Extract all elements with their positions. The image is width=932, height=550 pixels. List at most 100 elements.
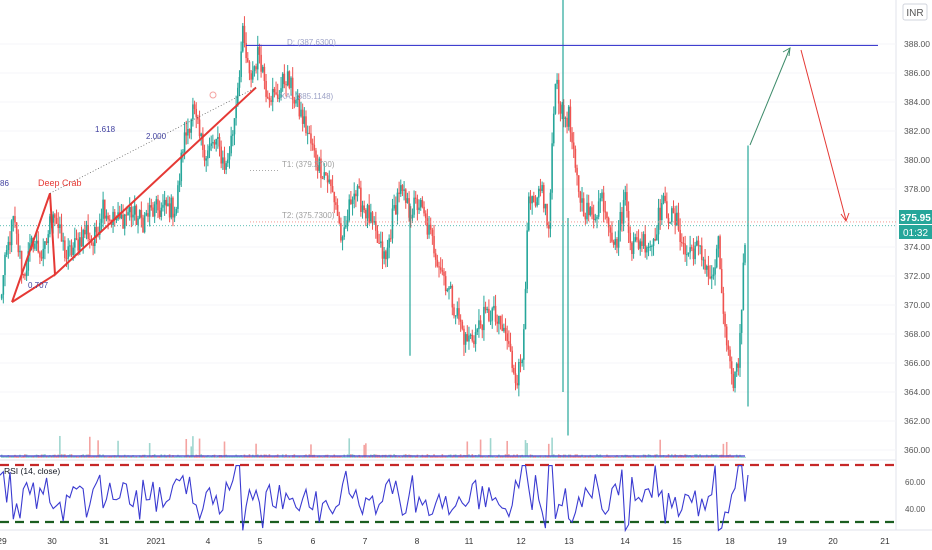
candle-body [147,213,149,217]
candle-body [60,224,63,242]
target-up-arrowhead [782,47,791,57]
price-tick-362: 362.00 [904,416,930,426]
volume-bar [185,439,188,458]
volume-bar [341,456,344,458]
candle-body [20,250,23,274]
candles [0,0,749,436]
ratio-label-1: 1.618 [95,125,116,134]
volume-bar [315,456,317,458]
volume-bar [188,456,191,458]
rsi-pane [0,463,896,533]
candle-body [594,218,597,220]
volume-bar [65,456,68,458]
candle-body [371,212,374,223]
candle-body [514,373,517,384]
candle-body [245,42,247,59]
volume-bar [637,456,640,458]
volume-bar [493,456,495,458]
volume-bar [436,456,439,458]
candle-body [190,119,193,133]
current-price-label: 375.95 [900,213,931,224]
candle-body [666,201,668,218]
volume-bar [356,455,359,458]
candle-body [291,77,294,100]
candle-body [102,199,104,219]
candle-body [95,227,98,233]
volume-bar [320,455,322,458]
candle-body [253,66,256,72]
volume-bar [657,456,660,458]
candle-body [143,215,146,233]
pattern-sun-marker [209,91,217,99]
candle-body [710,276,713,279]
candle-body [714,267,716,275]
candle-body [423,206,425,214]
candle-body [24,274,26,277]
volume-bar [700,456,703,458]
time-tick-20: 20 [828,536,838,546]
volume-bar [724,456,726,458]
candle-body [271,88,274,103]
time-tick-31: 31 [99,536,109,546]
candle-body [265,80,267,97]
candle-body [165,199,168,207]
candle-body [376,230,379,243]
volume-bar [561,455,563,458]
volume-bar [566,456,568,458]
volume-bar [636,456,638,458]
candle-body [80,237,83,247]
volume-bar [273,456,276,458]
candle-body [336,205,339,216]
volume-bar [601,456,603,458]
volume-bar [586,455,588,458]
volume-bar [286,456,289,458]
candle-body [566,117,568,127]
volume-bar [125,456,128,458]
volume-bar [365,443,367,458]
candle-body [443,271,445,277]
price-tick-388: 388.00 [904,39,930,49]
volume-bar [469,456,472,458]
candle-body [523,329,525,360]
candle-body [235,105,237,119]
volume-bar [627,456,630,458]
candle-body [644,234,647,253]
currency-box[interactable]: INR [902,3,928,21]
candle-body [599,198,602,202]
candle-body [634,237,637,242]
candle-body [153,204,156,217]
candle-body [587,202,590,216]
candle-body [732,374,735,389]
volume-bar [290,456,292,458]
candle-body [172,197,174,218]
volume-bar [734,456,736,458]
candle-body [72,247,74,256]
volume-bar [629,455,632,458]
candle-body [489,320,492,322]
rsi-tick-60: 60.00 [905,478,926,487]
candle-body [378,242,380,244]
volume-bar [233,456,236,458]
candle-body [373,221,375,223]
candle-body [418,207,420,211]
volume-bar [275,455,277,458]
volume-bar [456,455,459,458]
candle-body [193,104,196,109]
candle-body [173,213,176,218]
candle-body [724,313,726,327]
candle-body [65,258,68,260]
candle-body [298,95,301,117]
candle-body [358,186,360,188]
volume-bar [666,455,668,458]
candle-body [125,214,128,216]
candle-body [148,205,151,217]
candle-body [70,245,73,256]
candle-body [325,172,327,176]
candle-body [79,237,81,251]
candle-body [715,248,718,268]
volume-bar [12,455,15,458]
volume-bar [180,456,183,458]
volume-bar [546,455,548,458]
volume-bar [103,455,106,458]
